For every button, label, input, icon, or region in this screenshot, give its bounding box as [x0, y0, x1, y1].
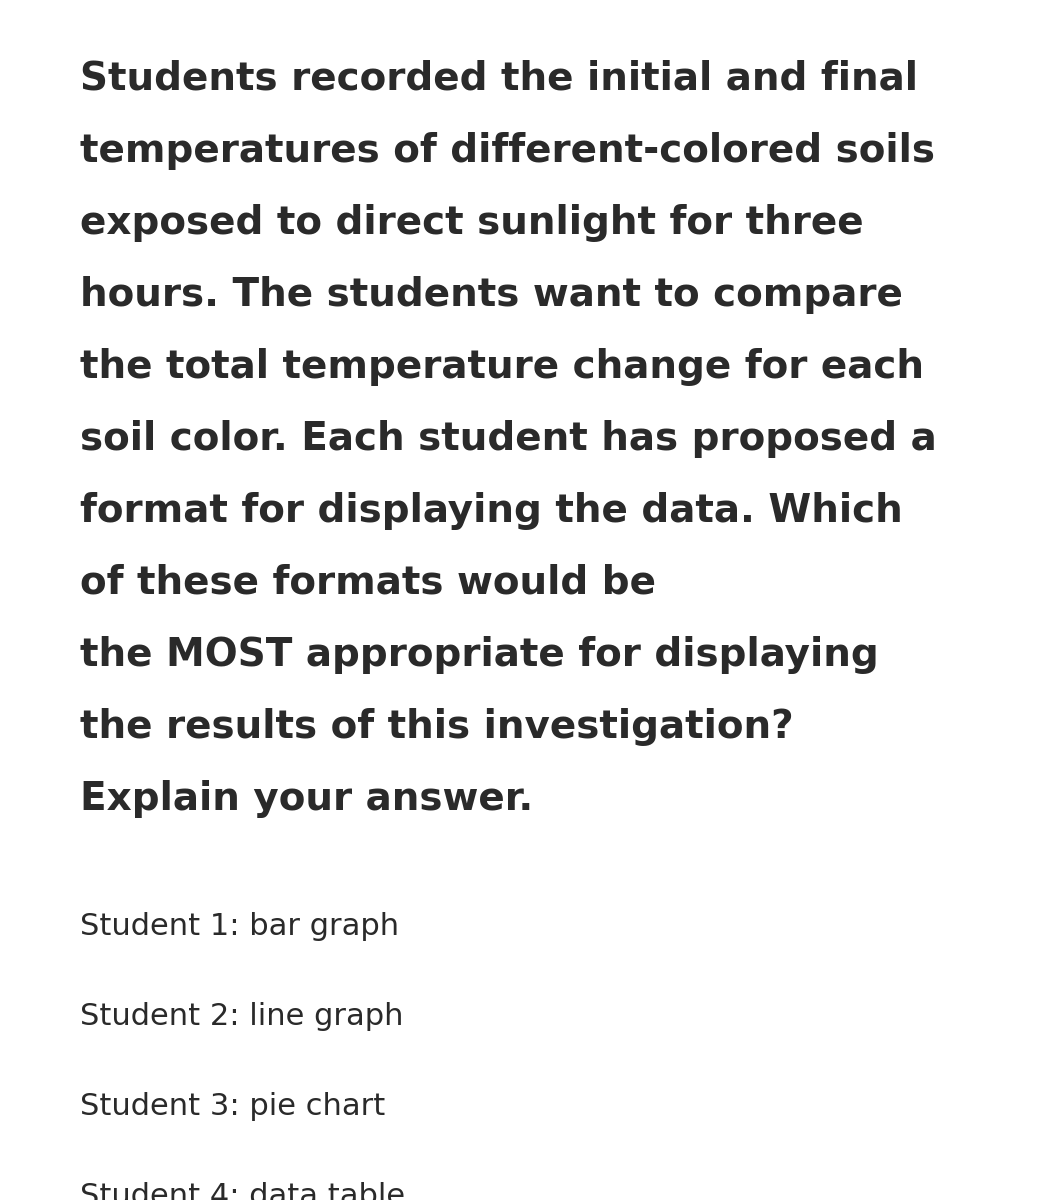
Text: format for displaying the data. Which: format for displaying the data. Which — [80, 492, 902, 530]
Text: soil color. Each student has proposed a: soil color. Each student has proposed a — [80, 420, 937, 458]
Text: Student 3: pie chart: Student 3: pie chart — [80, 1092, 385, 1121]
Text: the total temperature change for each: the total temperature change for each — [80, 348, 924, 386]
Text: the MOST appropriate for displaying: the MOST appropriate for displaying — [80, 636, 879, 674]
Text: the results of this investigation?: the results of this investigation? — [80, 708, 794, 746]
Text: Student 2: line graph: Student 2: line graph — [80, 1002, 404, 1031]
Text: hours. The students want to compare: hours. The students want to compare — [80, 276, 902, 314]
Text: Student 4: data table: Student 4: data table — [80, 1182, 405, 1200]
Text: exposed to direct sunlight for three: exposed to direct sunlight for three — [80, 204, 863, 242]
Text: Student 1: bar graph: Student 1: bar graph — [80, 912, 399, 941]
Text: temperatures of different-colored soils: temperatures of different-colored soils — [80, 132, 935, 170]
Text: Students recorded the initial and final: Students recorded the initial and final — [80, 60, 918, 98]
Text: Explain your answer.: Explain your answer. — [80, 780, 534, 818]
Text: of these formats would be: of these formats would be — [80, 564, 656, 602]
